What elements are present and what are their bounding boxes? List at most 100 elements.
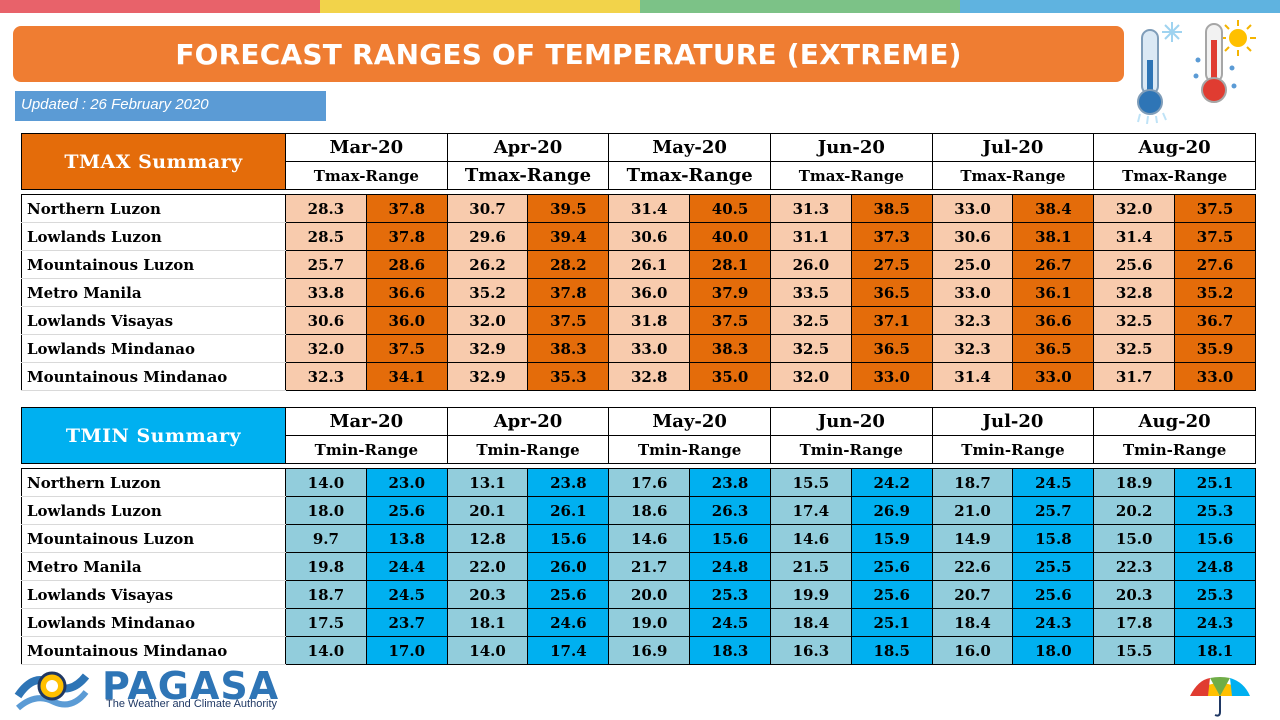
range-min-cell: 32.9: [446, 334, 529, 363]
table-row: Northern Luzon 14.0 23.0 13.1 23.8 17.6 23.8 15…: [21, 468, 1256, 497]
tmin-month-header: Apr-20: [446, 407, 610, 436]
pagasa-brand: PAGASA: [102, 664, 280, 708]
range-max-cell: 24.5: [365, 580, 448, 609]
range-min-cell: 14.0: [446, 636, 529, 665]
range-max-cell: 24.4: [365, 552, 448, 581]
range-min-cell: 29.6: [446, 222, 529, 251]
tmax-range-header: Tmax-Range: [446, 161, 610, 190]
range-max-cell: 25.3: [689, 580, 771, 609]
tmin-range-header: Tmin-Range: [931, 435, 1095, 464]
range-max-cell: 39.4: [527, 222, 610, 251]
tmin-range-header: Tmin-Range: [608, 435, 771, 464]
range-min-cell: 32.3: [285, 362, 367, 391]
table-row: Mountainous Luzon 9.7 13.8 12.8 15.6 14.6 15.6…: [21, 524, 1256, 553]
range-max-cell: 38.1: [1012, 222, 1095, 251]
range-max-cell: 25.3: [1174, 496, 1256, 525]
range-max-cell: 15.6: [689, 524, 771, 553]
table-row: Mountainous Mindanao 14.0 17.0 14.0 17.4 16.9…: [21, 636, 1256, 665]
range-max-cell: 38.4: [1012, 194, 1095, 223]
tmax-range-header: Tmax-Range: [608, 161, 771, 190]
range-min-cell: 20.1: [446, 496, 529, 525]
range-min-cell: 15.5: [1093, 636, 1176, 665]
range-min-cell: 19.9: [769, 580, 852, 609]
range-min-cell: 13.1: [446, 468, 529, 497]
tmax-summary-table: TMAX Summary Mar-20 Apr-20 May-20 Jun-20 Jul-…: [21, 133, 1256, 391]
region-name: Mountainous Luzon: [21, 524, 286, 553]
tmax-month-header: Jul-20: [931, 133, 1095, 162]
range-min-cell: 18.4: [769, 608, 852, 637]
range-min-cell: 19.8: [285, 552, 367, 581]
range-max-cell: 17.0: [365, 636, 448, 665]
tmax-month-header: Mar-20: [285, 133, 448, 162]
tmin-month-header: Jun-20: [769, 407, 933, 436]
region-name: Metro Manila: [21, 552, 286, 581]
range-min-cell: 21.7: [608, 552, 691, 581]
region-name: Lowlands Visayas: [21, 306, 286, 335]
region-name: Mountainous Mindanao: [21, 636, 286, 665]
tmax-range-header: Tmax-Range: [285, 161, 448, 190]
range-max-cell: 37.3: [850, 222, 933, 251]
tmin-month-header: Jul-20: [931, 407, 1095, 436]
table-row: Metro Manila 33.8 36.6 35.2 37.8 36.0 37.9 33.5…: [21, 278, 1256, 307]
range-max-cell: 24.3: [1012, 608, 1095, 637]
range-max-cell: 34.1: [365, 362, 448, 391]
range-max-cell: 40.0: [689, 222, 771, 251]
range-min-cell: 16.9: [608, 636, 691, 665]
range-max-cell: 37.1: [850, 306, 933, 335]
range-max-cell: 26.3: [689, 496, 771, 525]
range-min-cell: 20.3: [1093, 580, 1176, 609]
range-min-cell: 32.3: [931, 306, 1014, 335]
range-min-cell: 28.5: [285, 222, 367, 251]
range-max-cell: 35.2: [1174, 278, 1256, 307]
range-max-cell: 15.9: [850, 524, 933, 553]
range-max-cell: 18.0: [1012, 636, 1095, 665]
range-min-cell: 31.4: [931, 362, 1014, 391]
range-min-cell: 17.4: [769, 496, 852, 525]
range-max-cell: 24.5: [1012, 468, 1095, 497]
range-max-cell: 23.0: [365, 468, 448, 497]
range-min-cell: 32.5: [769, 334, 852, 363]
tmin-month-header: May-20: [608, 407, 771, 436]
title-banner: FORECAST RANGES OF TEMPERATURE (EXTREME): [13, 26, 1124, 82]
range-max-cell: 35.0: [689, 362, 771, 391]
range-min-cell: 18.1: [446, 608, 529, 637]
range-min-cell: 32.3: [931, 334, 1014, 363]
range-max-cell: 18.1: [1174, 636, 1256, 665]
range-max-cell: 33.0: [1174, 362, 1256, 391]
tmax-month-header: Apr-20: [446, 133, 610, 162]
range-max-cell: 35.3: [527, 362, 610, 391]
range-min-cell: 22.0: [446, 552, 529, 581]
table-row: Lowlands Luzon 28.5 37.8 29.6 39.4 30.6 40.0 31…: [21, 222, 1256, 251]
range-min-cell: 14.6: [608, 524, 691, 553]
range-min-cell: 21.5: [769, 552, 852, 581]
range-max-cell: 23.8: [689, 468, 771, 497]
range-max-cell: 37.5: [365, 334, 448, 363]
range-max-cell: 27.5: [850, 250, 933, 279]
region-name: Mountainous Mindanao: [21, 362, 286, 391]
range-max-cell: 25.7: [1012, 496, 1095, 525]
range-max-cell: 37.5: [1174, 194, 1256, 223]
range-min-cell: 20.7: [931, 580, 1014, 609]
range-min-cell: 16.0: [931, 636, 1014, 665]
range-min-cell: 14.6: [769, 524, 852, 553]
range-max-cell: 24.5: [689, 608, 771, 637]
top-color-stripe: [0, 0, 1280, 13]
range-max-cell: 15.6: [1174, 524, 1256, 553]
range-max-cell: 27.6: [1174, 250, 1256, 279]
tmax-month-header: May-20: [608, 133, 771, 162]
range-min-cell: 32.0: [1093, 194, 1176, 223]
range-max-cell: 25.6: [850, 552, 933, 581]
tmin-summary-table: TMIN Summary Mar-20 Apr-20 May-20 Jun-20 Jul-…: [21, 407, 1256, 665]
pagasa-tagline: The Weather and Climate Authority: [106, 698, 277, 710]
range-min-cell: 22.3: [1093, 552, 1176, 581]
table-row: Mountainous Mindanao 32.3 34.1 32.9 35.3 32.8…: [21, 362, 1256, 391]
range-min-cell: 14.0: [285, 636, 367, 665]
tmin-range-header: Tmin-Range: [285, 435, 448, 464]
range-max-cell: 26.0: [527, 552, 610, 581]
range-min-cell: 15.0: [1093, 524, 1176, 553]
range-max-cell: 24.8: [1174, 552, 1256, 581]
range-max-cell: 24.2: [850, 468, 933, 497]
range-min-cell: 35.2: [446, 278, 529, 307]
range-max-cell: 40.5: [689, 194, 771, 223]
range-max-cell: 13.8: [365, 524, 448, 553]
